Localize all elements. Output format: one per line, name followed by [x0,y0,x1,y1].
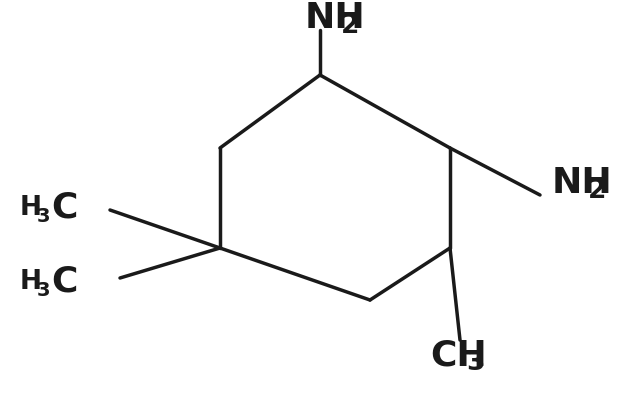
Text: 2: 2 [341,13,360,39]
Text: 3: 3 [37,207,51,225]
Text: NH: NH [305,1,365,35]
Text: 2: 2 [588,178,606,204]
Text: 3: 3 [466,350,484,376]
Text: H: H [20,195,42,221]
Text: NH: NH [552,166,612,200]
Text: C: C [51,191,77,225]
Text: H: H [20,269,42,295]
Text: C: C [51,265,77,299]
Text: CH: CH [430,338,487,372]
Text: 3: 3 [37,281,51,300]
